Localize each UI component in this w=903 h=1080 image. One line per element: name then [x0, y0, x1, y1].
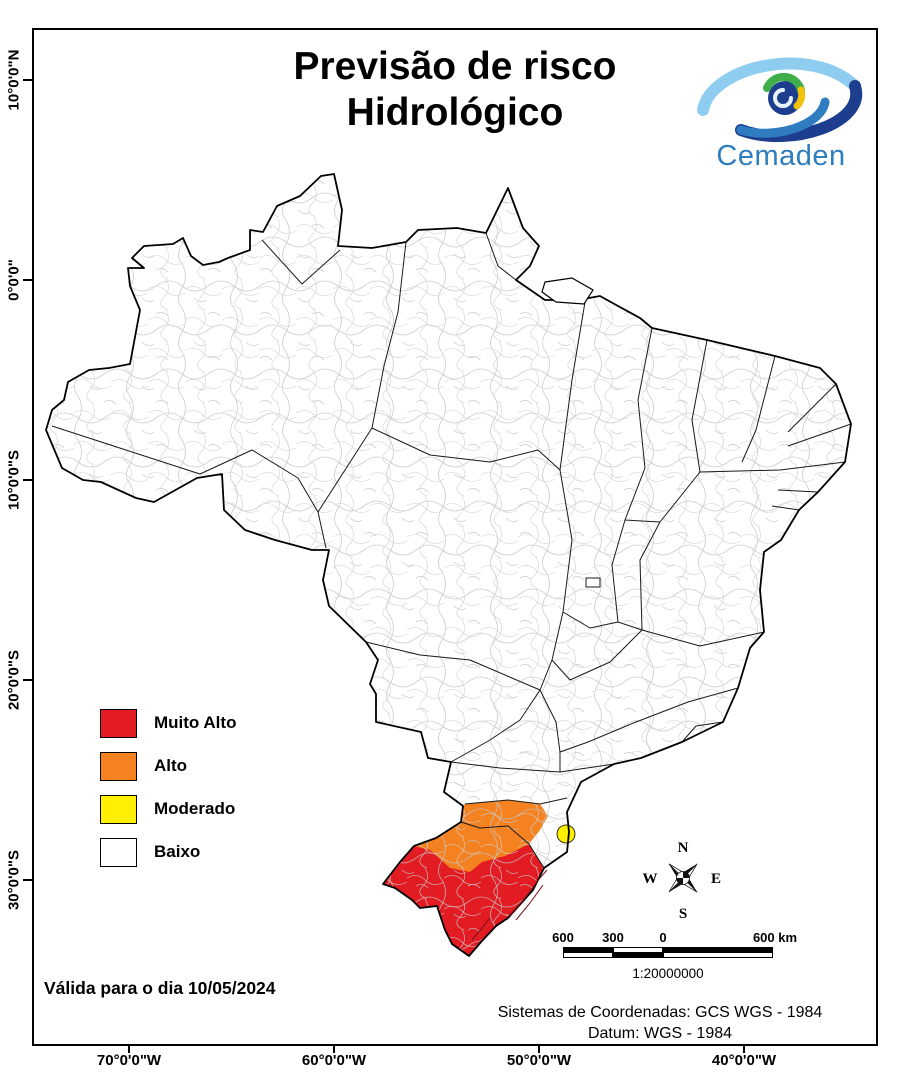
lon-label-70w: 70°0'0"W [96, 1052, 162, 1069]
axis-tick [23, 679, 32, 681]
compass-letter-n: N [678, 840, 689, 856]
scale-label-600-km: 600 km [752, 930, 798, 945]
lat-label-30s: 30°0'0"S [5, 849, 23, 911]
validity-note: Válida para o dia 10/05/2024 [44, 978, 276, 998]
legend-swatch-baixo [100, 837, 137, 867]
legend-label-alto: Alto [154, 756, 188, 775]
scale-segment [663, 952, 773, 958]
legend-item-baixo: Baixo [100, 837, 236, 867]
lat-label-10s: 10°0'0"S [5, 449, 23, 511]
cemaden-logo-icon [697, 57, 863, 142]
axis-tick [743, 1045, 745, 1053]
coordinate-system-line: Sistemas de Coordenadas: GCS WGS - 1984 [497, 1004, 823, 1021]
axis-tick [23, 279, 32, 281]
lon-label-50w: 50°0'0"W [506, 1052, 572, 1069]
compass-letter-e: E [711, 871, 721, 887]
axis-tick [23, 79, 32, 81]
scale-segment [613, 952, 663, 958]
legend-swatch-alto [100, 751, 137, 781]
scale-label-300: 300 [602, 930, 624, 945]
legend-label-moderado: Moderado [154, 799, 236, 818]
lon-label-40w: 40°0'0"W [711, 1052, 777, 1069]
lat-label-0: 0°0'0" [5, 259, 23, 301]
title-line-1: Previsão de risco [293, 45, 617, 88]
lat-label-10n: 10°0'0"N [5, 49, 23, 111]
lagoon-lines [471, 869, 548, 941]
legend-item-muito-alto: Muito Alto [100, 708, 236, 738]
axis-tick [23, 879, 32, 881]
state-boundaries [51, 232, 852, 869]
marajo-island [541, 277, 594, 305]
scale-label-600-left: 600 [552, 930, 574, 945]
country-outline [45, 173, 852, 957]
lon-label-60w: 60°0'0"W [301, 1052, 367, 1069]
risk-legend: Muito Alto Alto Moderado Baixo [100, 708, 236, 880]
compass-letter-s: S [679, 906, 687, 922]
lat-label-20s: 20°0'0"S [5, 649, 23, 711]
compass-letter-w: W [643, 871, 658, 887]
federal-district-boundary [585, 577, 601, 588]
legend-swatch-moderado [100, 794, 137, 824]
title-line-2: Hidrológico [346, 91, 564, 135]
legend-label-muito-alto: Muito Alto [154, 713, 237, 732]
scale-segment [563, 952, 613, 958]
coordinate-system-note: Sistemas de Coordenadas: GCS WGS - 1984 … [450, 1002, 870, 1044]
compass-rose: N S W E [643, 840, 722, 922]
axis-tick [23, 479, 32, 481]
axis-tick [333, 1045, 335, 1053]
cemaden-logo-text: Cemaden [716, 140, 846, 172]
legend-label-baixo: Baixo [154, 842, 201, 861]
scale-ratio: 1:20000000 [632, 966, 704, 981]
brazil-risk-map: N S W E [45, 173, 852, 957]
page-title: Previsão de risco Hidrológico [155, 44, 755, 136]
risk-region-moderado [556, 824, 576, 844]
legend-item-moderado: Moderado [100, 794, 236, 824]
legend-item-alto: Alto [100, 751, 236, 781]
axis-tick [538, 1045, 540, 1053]
datum-line: Datum: WGS - 1984 [587, 1025, 733, 1043]
scale-bar: 600 300 0 600 km 1:20000000 [548, 930, 808, 992]
legend-swatch-muito-alto [100, 708, 137, 738]
municipal-boundaries [46, 174, 851, 956]
axis-tick [128, 1045, 130, 1053]
scale-label-0: 0 [659, 930, 667, 945]
